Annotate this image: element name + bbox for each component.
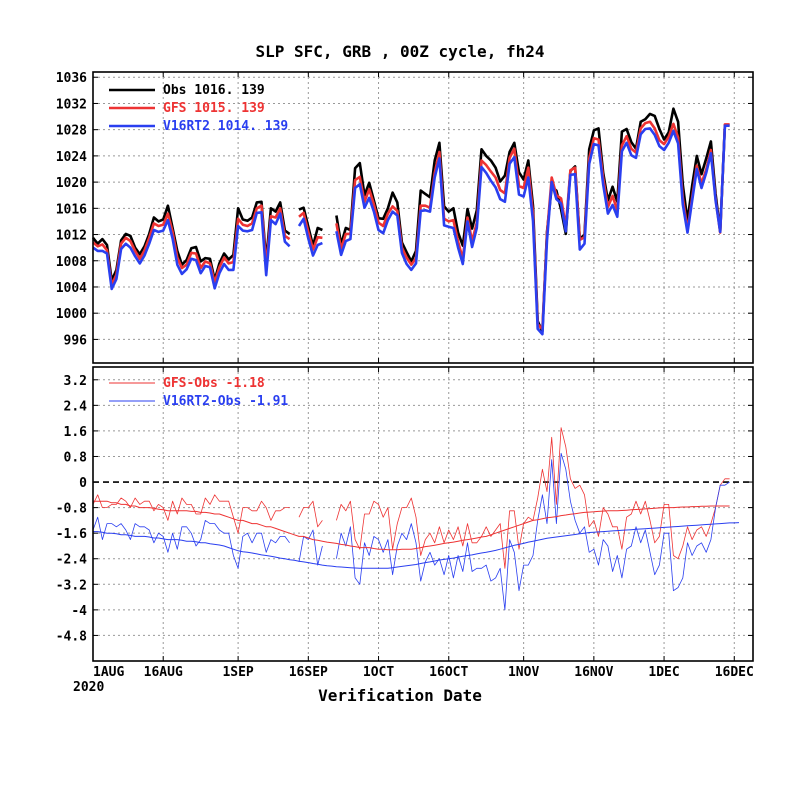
top-ytick-label: 1020: [56, 176, 87, 191]
x-axis-title: Verification Date: [318, 686, 482, 705]
legend-label-top-gfs: GFS 1015. 139: [163, 101, 265, 116]
top-series-v16-line: [92, 124, 730, 336]
legend-label-bottom-v16: V16RT2-Obs -1.91: [163, 394, 288, 409]
x-tick-label: 16NOV: [574, 665, 613, 680]
bottom-ytick-label: 2.4: [64, 399, 88, 414]
top-ytick-label: 1028: [56, 124, 87, 139]
x-year-label: 2020: [73, 680, 104, 695]
legend-label-top-v16: V16RT2 1014. 139: [163, 119, 288, 134]
x-tick-label: 1NOV: [508, 665, 539, 680]
top-ytick-label: 996: [64, 333, 88, 348]
bottom-ytick-label: 1.6: [64, 425, 88, 440]
top-ytick-label: 1016: [56, 202, 87, 217]
top-ytick-label: 1036: [56, 71, 87, 86]
top-ytick-label: 1004: [56, 281, 87, 296]
bottom-ytick-label: -2.4: [56, 553, 87, 568]
x-tick-label: 1OCT: [363, 665, 394, 680]
legend-label-top-obs: Obs 1016. 139: [163, 83, 265, 98]
bottom-ytick-label: -0.8: [56, 502, 87, 517]
bottom-ytick-label: -4.8: [56, 629, 87, 644]
legend-label-bottom-gfs: GFS-Obs -1.18: [163, 376, 265, 391]
x-tick-label: 16DEC: [715, 665, 754, 680]
bottom-ytick-label: 3.2: [64, 374, 87, 389]
top-ytick-label: 1024: [56, 150, 87, 165]
bottom-series-v16-mean-line: [93, 522, 740, 569]
top-ytick-label: 1012: [56, 229, 87, 244]
bottom-ytick-label: 0.8: [64, 450, 88, 465]
bottom-series-gfs-mean-line: [93, 500, 730, 551]
bottom-series-v16-line: [92, 452, 730, 611]
x-tick-label: 16OCT: [429, 665, 468, 680]
x-tick-label: 1SEP: [222, 665, 253, 680]
top-series-gfs-line: [92, 120, 730, 331]
bottom-ytick-label: -3.2: [56, 578, 87, 593]
bottom-ytick-label: -4: [71, 604, 87, 619]
chart-title: SLP SFC, GRB , 00Z cycle, fh24: [256, 42, 545, 61]
top-ytick-label: 1008: [56, 255, 87, 270]
x-tick-label: 16AUG: [144, 665, 183, 680]
top-series-obs-line: [91, 107, 730, 333]
bottom-ytick-label: -1.6: [56, 527, 87, 542]
top-ytick-label: 1032: [56, 97, 87, 112]
x-tick-label: 16SEP: [289, 665, 328, 680]
bottom-series-gfs-line: [92, 427, 730, 569]
x-tick-label: 1DEC: [648, 665, 679, 680]
top-ytick-label: 1000: [56, 307, 87, 322]
bottom-frame: [92, 366, 754, 662]
x-tick-label: 1AUG: [93, 665, 124, 680]
top-frame: [92, 71, 754, 364]
bottom-ytick-label: 0: [79, 476, 87, 491]
